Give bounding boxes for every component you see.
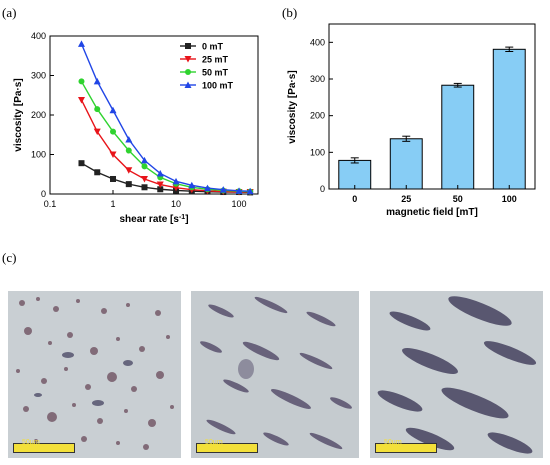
panel-label-b: (b) [282, 5, 298, 20]
data-point-25-mt [140, 175, 148, 183]
data-point-0-mt [110, 175, 117, 182]
bar-50mT [441, 84, 475, 190]
x-tick-label: 0 [352, 194, 357, 204]
y-tick-label: 400 [31, 31, 46, 41]
x-tick-label: 1 [111, 199, 116, 209]
x-tick-label: 100 [502, 194, 517, 204]
data-point-100-mt [109, 106, 117, 114]
data-point-100-mt [77, 40, 85, 47]
series-line-100-mt [80, 43, 251, 192]
data-point-25-mt [172, 184, 180, 192]
scale-bar-label: 50µm [205, 439, 223, 446]
data-point-0-mt [78, 160, 85, 167]
y-tick-label: 200 [310, 111, 325, 121]
legend-marker-50-mt [185, 69, 191, 75]
legend-label-50-mt: 50 mT [202, 68, 229, 78]
data-point-100-mt [172, 177, 180, 185]
x-axis-label: magnetic field [mT] [386, 207, 478, 218]
legend-label-25-mt: 25 mT [202, 55, 229, 65]
data-point-50-mt [141, 163, 148, 170]
y-tick-label: 0 [320, 184, 325, 194]
series-line-25-mt [80, 99, 251, 193]
legend-label-0-mt: 0 mT [202, 42, 224, 52]
data-point-25-mt [93, 128, 101, 136]
x-tick-label: 10 [171, 199, 181, 209]
data-point-50-mt [94, 106, 101, 113]
plot-frame [328, 23, 536, 190]
scale-bar-label: 50µm [384, 439, 402, 446]
data-point-100-mt [235, 187, 243, 194]
y-axis-label: viscosity [Pa·s] [287, 70, 298, 143]
data-point-50-mt [78, 78, 85, 85]
scale-bar-label: 50µm [22, 439, 40, 446]
y-tick-label: 100 [31, 150, 46, 160]
data-point-50-mt [125, 147, 132, 154]
data-point-100-mt [188, 181, 196, 189]
legend-marker-25-mt [184, 56, 192, 63]
data-point-50-mt [110, 128, 117, 135]
data-point-100-mt [140, 156, 148, 164]
legend-marker-0-mt [185, 43, 191, 49]
scale-bar [196, 443, 258, 453]
x-tick-label: 25 [401, 194, 411, 204]
data-point-100-mt [125, 135, 133, 143]
data-point-100-mt [204, 184, 212, 192]
bar-0mT [338, 159, 372, 190]
y-tick-label: 300 [31, 71, 46, 81]
y-tick-label: 200 [31, 110, 46, 120]
y-tick-label: 100 [310, 147, 325, 157]
scale-bar [375, 443, 437, 453]
data-point-25-mt [77, 96, 85, 104]
panel-label-c: (c) [2, 250, 17, 265]
data-point-0-mt [157, 186, 164, 193]
y-tick-label: 0 [41, 189, 46, 199]
data-point-100-mt [219, 186, 227, 193]
data-point-25-mt [156, 181, 164, 189]
bar-25mT [389, 138, 423, 190]
y-axis-label: viscosity [Pa·s] [13, 78, 24, 151]
legend-label-100-mt: 100 mT [202, 81, 234, 91]
scale-bar [13, 443, 75, 453]
data-point-0-mt [125, 181, 132, 188]
y-tick-label: 400 [310, 37, 325, 47]
x-tick-label: 50 [453, 194, 463, 204]
data-point-0-mt [141, 184, 148, 191]
micrograph-50mT: 50µm [370, 291, 543, 458]
legend-marker-100-mt [184, 81, 192, 88]
micrograph-25mT: 50µm [191, 291, 359, 458]
line-chart-viscosity-vs-shear-rate: 0.1 1 10 100 0 100 200 300 400 0 mT 25 mT 50 mT 100… [13, 31, 259, 226]
x-tick-label: 0.1 [44, 199, 57, 209]
bar-100mT [492, 48, 526, 190]
x-axis-label: shear rate [s-1] [119, 214, 188, 226]
data-point-25-mt [125, 167, 133, 174]
data-point-25-mt [109, 151, 117, 158]
data-point-100-mt [156, 169, 164, 177]
micrograph-0mT: 50µm [8, 291, 181, 458]
x-tick-label: 100 [232, 199, 247, 209]
data-point-0-mt [94, 169, 101, 176]
data-point-100-mt [93, 77, 101, 85]
y-tick-label: 300 [310, 74, 325, 84]
panel-label-a: (a) [2, 5, 17, 20]
data-point-100-mt [246, 187, 254, 195]
